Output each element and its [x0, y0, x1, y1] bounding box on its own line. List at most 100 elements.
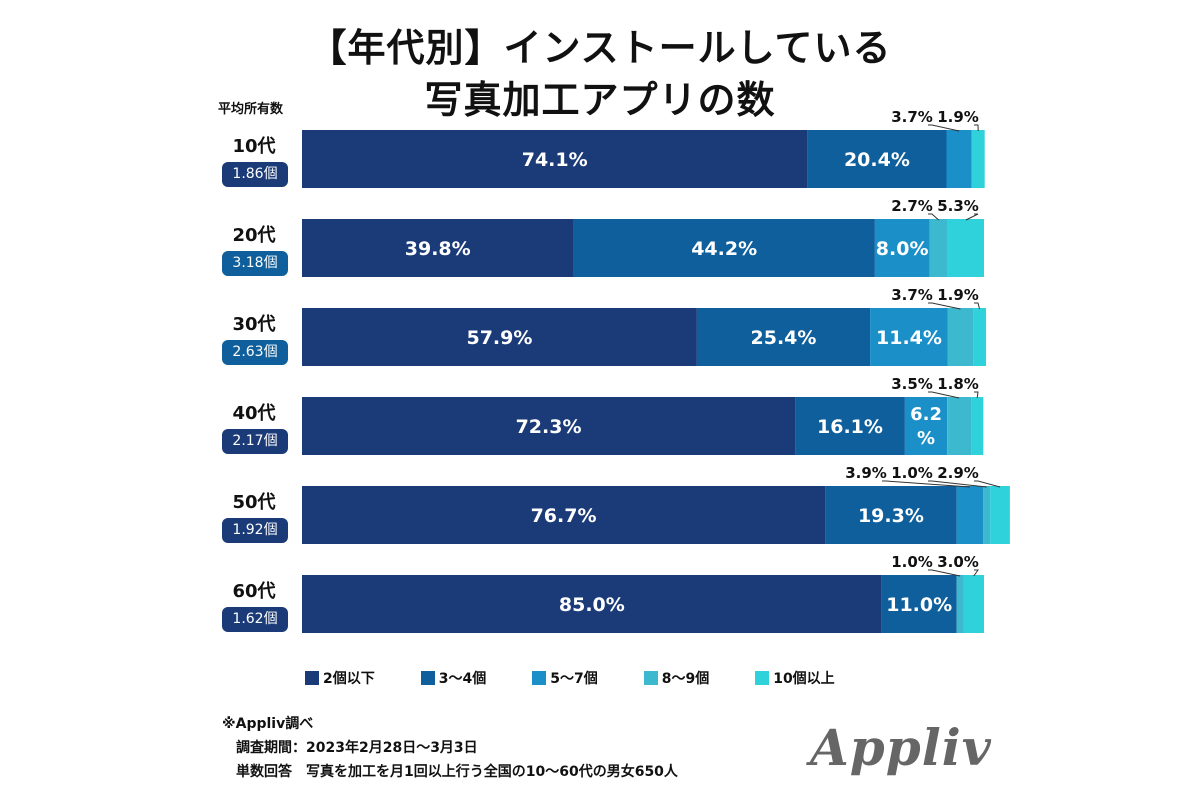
- leader-line: [928, 391, 960, 399]
- bar-segment: [947, 219, 984, 277]
- data-label: 3.9%: [845, 464, 887, 482]
- legend-item: 3～4個: [420, 668, 487, 688]
- data-label: 1.9%: [937, 108, 979, 126]
- bar-segment: [302, 397, 796, 455]
- legend: 2個以下 3～4個 5～7個 8～9個 10個以上: [305, 668, 881, 688]
- leader-line: [974, 302, 981, 310]
- bar-segment: [904, 397, 948, 455]
- data-label: 2.7%: [891, 197, 933, 215]
- average-badge: 1.92個: [222, 518, 288, 543]
- legend-item: 10個以上: [755, 668, 835, 688]
- data-label: 3.0%: [937, 553, 979, 571]
- average-header: 平均所有数: [218, 102, 284, 117]
- data-label: 39.8%: [405, 238, 471, 260]
- average-badge: 3.18個: [222, 251, 288, 276]
- bar-segment: [825, 486, 957, 544]
- leader-line: [928, 480, 987, 488]
- bar-segment: [302, 130, 808, 188]
- data-label: 2.9%: [937, 464, 979, 482]
- row-label: 30代: [232, 314, 276, 335]
- legend-item: 8～9個: [643, 668, 710, 688]
- data-label: 1.9%: [937, 286, 979, 304]
- leader-line: [973, 569, 979, 577]
- legend-swatch: [532, 671, 547, 685]
- leader-line: [928, 569, 961, 577]
- average-badge: 1.86個: [222, 162, 288, 187]
- bar-segment: [956, 575, 964, 633]
- data-label: 76.7%: [531, 505, 597, 527]
- data-label-unit: %: [917, 428, 935, 449]
- footnote: ※Appliv調べ 調査期間：2023年2月28日～3月3日 単数回答 写真を加…: [222, 712, 678, 784]
- leader-line: [928, 302, 961, 310]
- bar-segment: [963, 575, 984, 633]
- chart-title-line1: 【年代別】インストールしている: [308, 26, 892, 70]
- data-label: 16.1%: [817, 416, 883, 438]
- bar-segment: [302, 308, 697, 366]
- leader-line: [974, 124, 979, 132]
- bar-segment: [302, 219, 574, 277]
- legend-swatch: [643, 671, 658, 685]
- average-badge: 2.17個: [222, 429, 288, 454]
- legend-label: 2個以下: [323, 671, 375, 687]
- legend-label: 3～4個: [438, 671, 487, 687]
- legend-item: 5～7個: [532, 668, 598, 688]
- data-label: 85.0%: [559, 594, 625, 616]
- data-label: 74.1%: [522, 149, 588, 171]
- chart-title: 【年代別】インストールしている 写真加工アプリの数: [0, 22, 1200, 126]
- legend-swatch: [420, 671, 435, 685]
- data-label: 11.0%: [886, 594, 952, 616]
- bar-segment: [870, 308, 948, 366]
- data-label: 5.3%: [937, 197, 979, 215]
- footnote-method: 単数回答 写真を加工を月1回以上行う全国の10～60代の男女650人: [236, 764, 678, 780]
- bar-segment: [947, 308, 974, 366]
- bar-segment: [971, 130, 985, 188]
- data-label: 11.4%: [876, 327, 942, 349]
- data-label: 20.4%: [844, 149, 910, 171]
- bar-segment: [881, 575, 957, 633]
- data-label: 44.2%: [691, 238, 757, 260]
- legend-label: 5～7個: [550, 671, 598, 687]
- average-badge: 2.63個: [222, 340, 288, 365]
- bar-segment: [573, 219, 875, 277]
- bar-segment: [807, 130, 947, 188]
- data-label: 1.0%: [891, 553, 933, 571]
- average-badge: 1.62個: [222, 607, 288, 632]
- legend-swatch: [305, 671, 319, 685]
- footnote-period: 調査期間：2023年2月28日～3月3日: [236, 740, 478, 756]
- bar-segment: [929, 219, 948, 277]
- data-label: 1.0%: [891, 464, 933, 482]
- legend-item: 2個以下: [305, 668, 375, 688]
- data-label: 6.2: [910, 404, 942, 425]
- data-label: 3.7%: [891, 108, 933, 126]
- row-label: 10代: [232, 136, 276, 157]
- bar-segment: [874, 219, 930, 277]
- bar-segment: [973, 308, 987, 366]
- data-label: 1.8%: [937, 375, 979, 393]
- bar-segment: [983, 486, 991, 544]
- leader-line: [928, 124, 960, 132]
- bar-segment: [956, 486, 984, 544]
- row-label: 60代: [232, 581, 276, 602]
- leader-line: [974, 480, 1001, 488]
- appliv-logo: Appliv: [810, 718, 992, 777]
- data-label: 3.7%: [891, 286, 933, 304]
- bar-segment: [795, 397, 905, 455]
- leader-line: [928, 213, 939, 221]
- bar-segment: [946, 130, 972, 188]
- bar-segment: [696, 308, 871, 366]
- data-label: 19.3%: [858, 505, 924, 527]
- chart-title-line2: 写真加工アプリの数: [424, 78, 776, 122]
- row-label: 20代: [232, 225, 276, 246]
- leader-line: [882, 480, 971, 488]
- leader-line: [974, 391, 979, 399]
- bar-segment: [971, 397, 984, 455]
- data-label: 8.0%: [876, 238, 929, 260]
- legend-label: 8～9個: [661, 671, 710, 687]
- bar-segment: [990, 486, 1010, 544]
- legend-label: 10個以上: [773, 671, 835, 687]
- bar-segment: [302, 486, 826, 544]
- data-label: 25.4%: [751, 327, 817, 349]
- bar-segment: [947, 397, 972, 455]
- leader-line: [965, 213, 979, 221]
